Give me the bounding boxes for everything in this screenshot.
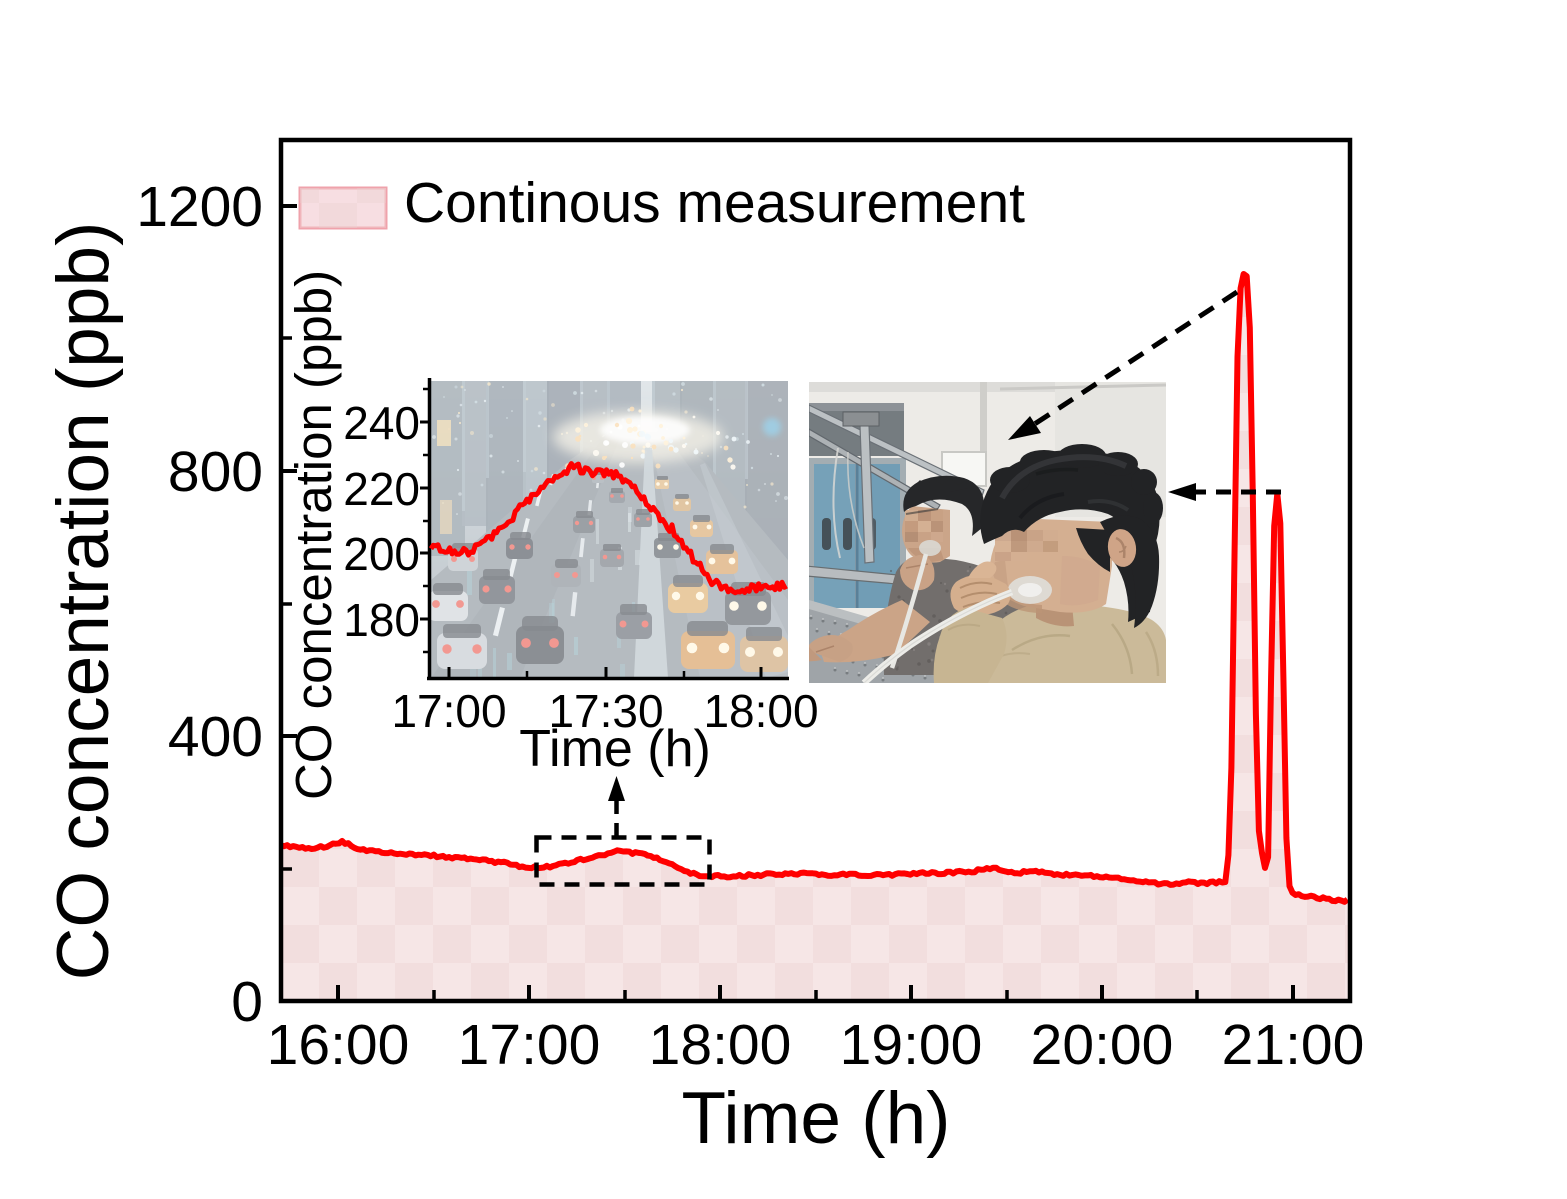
svg-text:21:00: 21:00	[1222, 1013, 1365, 1077]
svg-text:Time (h): Time (h)	[519, 720, 711, 778]
svg-text:180: 180	[343, 594, 420, 646]
svg-text:1200: 1200	[136, 175, 263, 239]
svg-text:CO concentration (ppb): CO concentration (ppb)	[43, 222, 124, 981]
svg-text:Continous measurement: Continous measurement	[404, 171, 1025, 235]
svg-text:240: 240	[343, 397, 420, 449]
svg-text:800: 800	[168, 440, 263, 504]
svg-text:17:00: 17:00	[458, 1013, 601, 1077]
svg-text:16:00: 16:00	[267, 1013, 410, 1077]
svg-text:200: 200	[343, 528, 420, 580]
svg-text:18:00: 18:00	[649, 1013, 792, 1077]
svg-text:17:00: 17:00	[391, 685, 506, 737]
svg-text:19:00: 19:00	[840, 1013, 983, 1077]
svg-text:0: 0	[231, 970, 263, 1034]
svg-text:Time (h): Time (h)	[681, 1078, 950, 1159]
svg-text:CO concentration (ppb): CO concentration (ppb)	[285, 270, 342, 800]
svg-text:18:00: 18:00	[703, 685, 818, 737]
svg-text:400: 400	[168, 705, 263, 769]
svg-text:220: 220	[343, 463, 420, 515]
svg-text:20:00: 20:00	[1031, 1013, 1174, 1077]
svg-text:17:30: 17:30	[548, 685, 663, 737]
